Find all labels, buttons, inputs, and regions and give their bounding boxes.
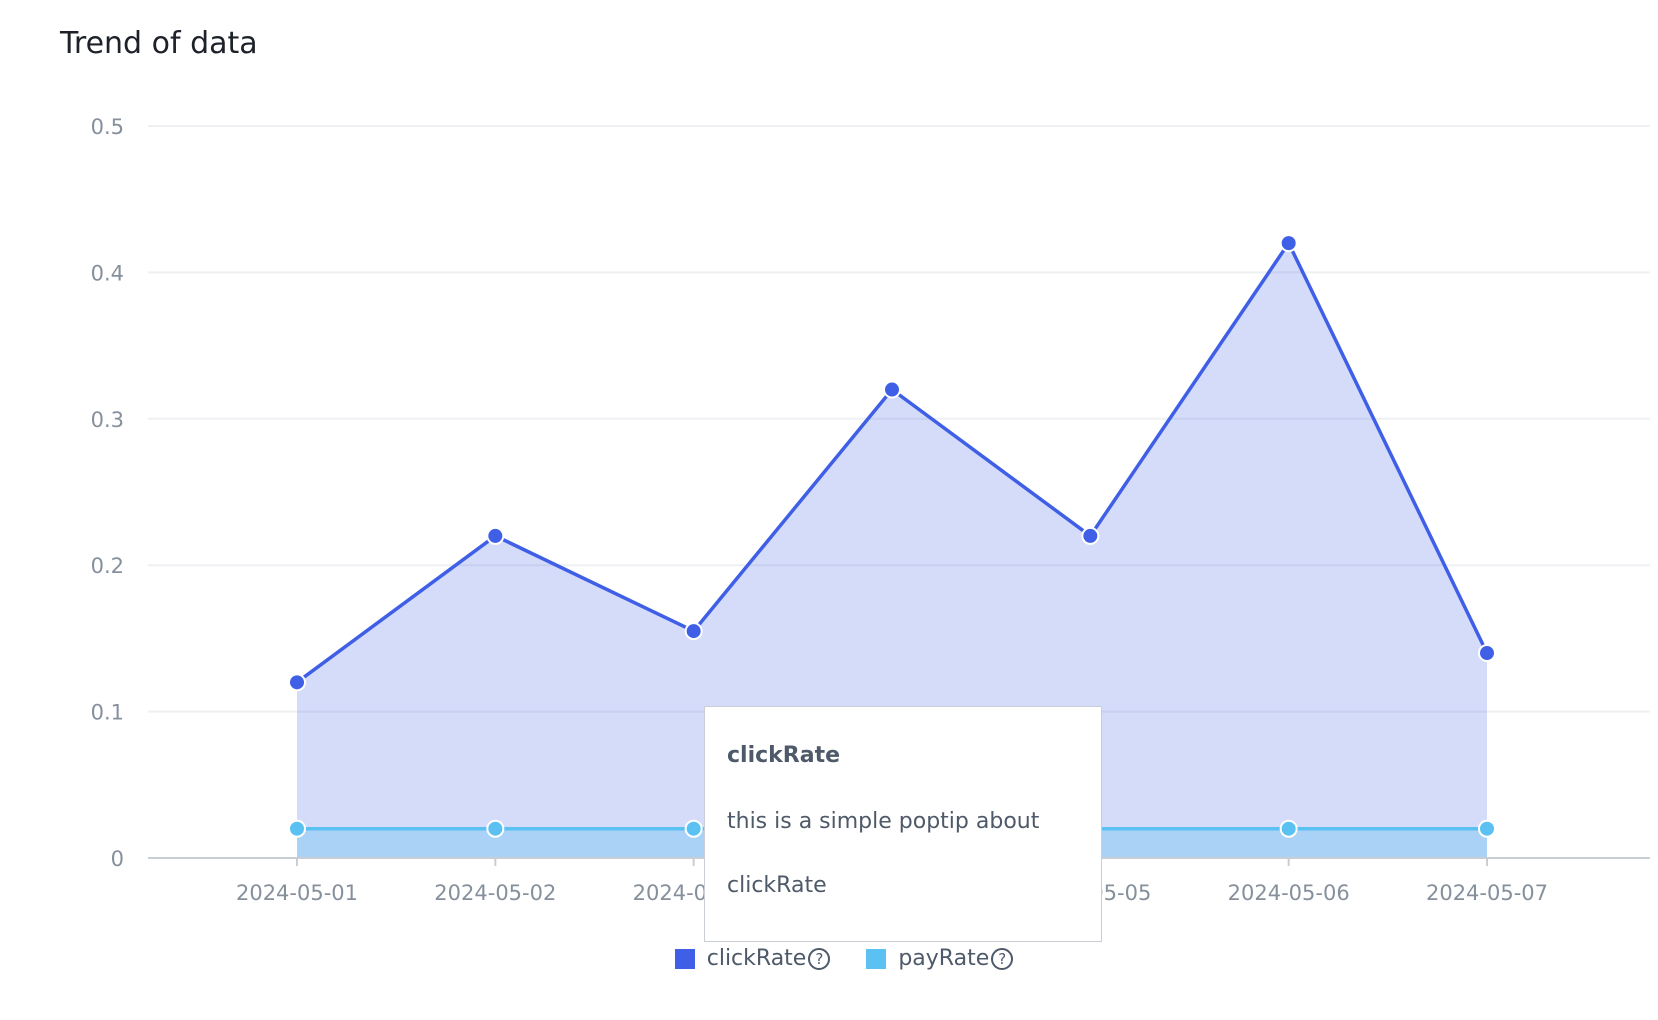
tooltip-line: clickRate <box>727 873 827 898</box>
y-tick-label: 0.4 <box>91 261 124 285</box>
tooltip: clickRate this is a simple poptip about … <box>704 706 1102 942</box>
legend-label: clickRate <box>706 946 807 971</box>
question-circle-icon[interactable]: ? <box>991 947 1014 970</box>
x-tick-label: 2024-05-06 <box>1228 881 1350 905</box>
area-clickRate <box>297 243 1487 858</box>
legend-swatch <box>674 948 695 969</box>
y-tick-label: 0.3 <box>91 408 124 432</box>
legend-item-clickrate[interactable]: clickRate ? <box>674 946 831 971</box>
y-tick-label: 0.1 <box>91 701 124 725</box>
point-clickRate[interactable] <box>288 673 306 692</box>
point-clickRate[interactable] <box>1081 526 1100 545</box>
grid-lines <box>148 125 1650 713</box>
chart-title: Trend of data <box>60 26 258 61</box>
y-tick-label: 0.2 <box>91 554 124 578</box>
point-payRate[interactable] <box>684 819 703 838</box>
question-circle-icon[interactable]: ? <box>808 947 831 970</box>
point-clickRate[interactable] <box>883 380 901 399</box>
y-axis-ticks: 0 0.1 0.2 0.3 0.4 0.5 <box>91 115 124 871</box>
legend-item-payrate[interactable]: payRate ? <box>866 946 1014 971</box>
x-tick-label: 2024-05-07 <box>1426 881 1548 905</box>
legend-label: payRate <box>898 946 990 971</box>
point-clickRate[interactable] <box>684 622 703 641</box>
x-tick-label: 2024-05-02 <box>434 881 556 905</box>
x-tick-label: 2024-05-01 <box>236 881 358 905</box>
point-payRate[interactable] <box>288 819 306 838</box>
point-clickRate[interactable] <box>1478 644 1496 663</box>
y-tick-label: 0.5 <box>91 115 124 139</box>
point-payRate[interactable] <box>1478 819 1496 838</box>
point-clickRate[interactable] <box>1279 234 1298 253</box>
tooltip-title: clickRate <box>727 743 841 768</box>
point-clickRate[interactable] <box>486 526 505 545</box>
tooltip-line: this is a simple poptip about <box>727 809 1040 834</box>
legend-swatch <box>866 948 887 969</box>
y-tick-label: 0 <box>111 847 124 871</box>
point-payRate[interactable] <box>1279 819 1298 838</box>
point-payRate[interactable] <box>486 819 505 838</box>
legend: clickRate ? payRate ? <box>0 946 1658 971</box>
